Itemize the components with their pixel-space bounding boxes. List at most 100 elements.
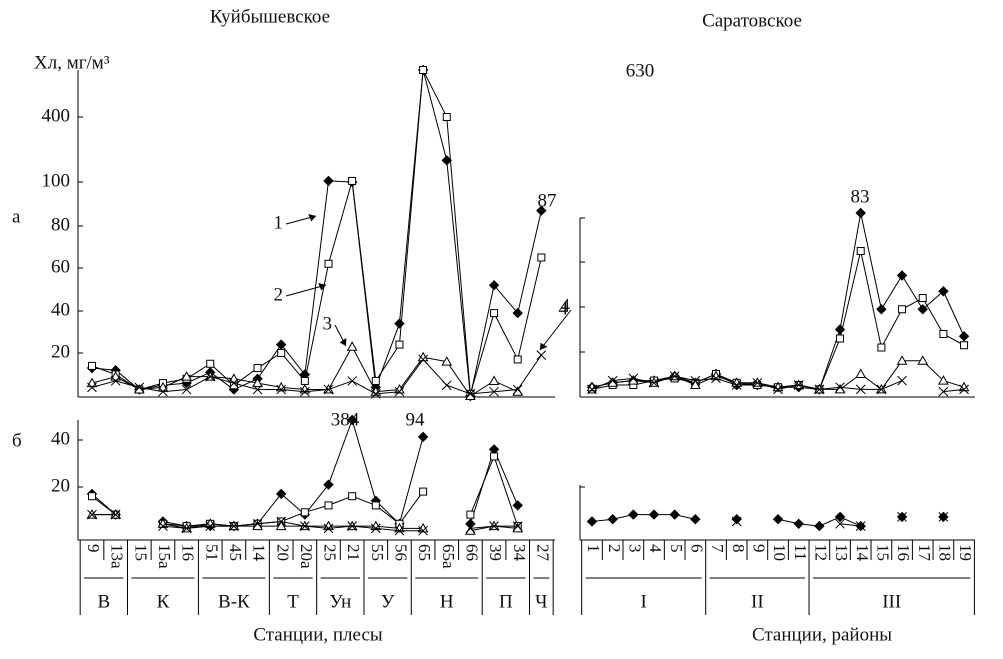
marker-diamond [323, 175, 334, 187]
x-tick-label: 17 [915, 544, 934, 562]
marker-cross [690, 375, 701, 386]
marker-diamond [394, 318, 405, 329]
marker-square [324, 259, 333, 268]
marker-cross [276, 384, 287, 395]
annotation: 83 [851, 186, 870, 207]
x-tick-label: 55 [368, 544, 387, 561]
marker-diamond [648, 509, 660, 520]
marker-square [898, 305, 907, 314]
marker-diamond [834, 511, 846, 523]
series-line [840, 517, 943, 526]
marker-triangle [441, 356, 453, 366]
marker-triangle [512, 386, 524, 396]
marker-triangle [488, 375, 500, 385]
series-line [591, 250, 965, 390]
marker-cross [134, 382, 145, 393]
marker-cross [731, 380, 742, 390]
series-label: 3 [323, 313, 333, 334]
marker-cross [205, 371, 216, 382]
marker-triangle [855, 368, 867, 378]
y-tick-label: 80 [51, 214, 70, 235]
marker-square [939, 330, 948, 338]
marker-cross [252, 384, 263, 395]
series-label: 4 [559, 298, 569, 319]
marker-square [88, 361, 96, 370]
y-tick-label: 40 [51, 299, 70, 320]
marker-square [395, 340, 404, 349]
x-tick-label: 66 [462, 544, 481, 561]
x-tick-label: 9 [84, 544, 103, 553]
marker-cross [489, 386, 499, 397]
marker-cross [752, 377, 763, 388]
x-tick-label: 16 [894, 544, 913, 561]
annotation: 384 [331, 409, 360, 430]
marker-cross [158, 386, 168, 397]
x-tick-label: 39 [486, 544, 505, 561]
marker-cross [418, 354, 428, 365]
group-label: В [97, 591, 110, 612]
marker-square [88, 492, 96, 501]
marker-diamond [669, 509, 680, 520]
marker-cross [110, 509, 121, 520]
marker-cross [276, 516, 287, 527]
y-tick-label: 400 [42, 105, 71, 126]
x-tick-label: 8 [729, 544, 748, 553]
marker-diamond [896, 270, 908, 281]
marker-cross [87, 382, 97, 393]
y-tick-label: 20 [51, 341, 70, 362]
series-line [91, 69, 542, 397]
x-tick-label: 14 [250, 544, 269, 562]
marker-square [466, 510, 475, 519]
annotation: 94 [406, 409, 426, 430]
marker-cross [876, 384, 887, 395]
group-label: Т [287, 591, 299, 612]
marker-square [419, 487, 428, 496]
x-tick-label: 9 [749, 544, 768, 553]
x-tick-label: 21 [344, 544, 363, 561]
x-tick-label: 34 [510, 544, 529, 562]
x-tick-label: 6 [687, 544, 706, 553]
x-tick-label: 15 [873, 544, 892, 561]
marker-square [960, 341, 969, 350]
marker-triangle [181, 371, 192, 381]
marker-diamond [690, 513, 701, 525]
marker-diamond [917, 304, 928, 315]
panel-label: а [12, 206, 21, 227]
marker-diamond [855, 207, 866, 219]
marker-diamond [586, 516, 598, 527]
marker-square [348, 176, 357, 185]
x-tick-label: 56 [392, 544, 411, 561]
marker-square [513, 355, 522, 364]
y-tick-label: 60 [51, 256, 70, 277]
arrow-head [308, 213, 316, 222]
panel-label: б [12, 430, 22, 451]
series-label-arrow [539, 309, 572, 351]
marker-cross [711, 373, 721, 384]
marker-triangle [346, 341, 358, 351]
marker-cross [347, 376, 358, 386]
series-line [592, 515, 943, 527]
marker-cross [959, 384, 969, 395]
marker-square [442, 113, 451, 121]
marker-diamond [275, 488, 287, 500]
chart-title: Саратовское [702, 10, 802, 31]
marker-diamond [512, 500, 523, 511]
marker-square [836, 334, 845, 343]
marker-diamond [793, 518, 804, 530]
x-tick-label: 65а [439, 544, 458, 569]
marker-diamond [814, 520, 825, 532]
marker-cross [181, 523, 192, 534]
arrow-head [318, 282, 326, 291]
group-label: Ч [535, 591, 547, 612]
marker-diamond [512, 307, 523, 319]
marker-cross [323, 384, 334, 395]
marker-square [918, 294, 927, 302]
x-tick-label: 11 [791, 544, 810, 560]
marker-cross [370, 523, 381, 534]
marker-square [371, 376, 380, 385]
marker-cross [252, 518, 263, 529]
marker-cross [370, 388, 381, 399]
chart-title: Куйбышевское [210, 6, 330, 27]
x-tick-label: 2 [605, 544, 624, 553]
group-label: I [641, 591, 647, 612]
